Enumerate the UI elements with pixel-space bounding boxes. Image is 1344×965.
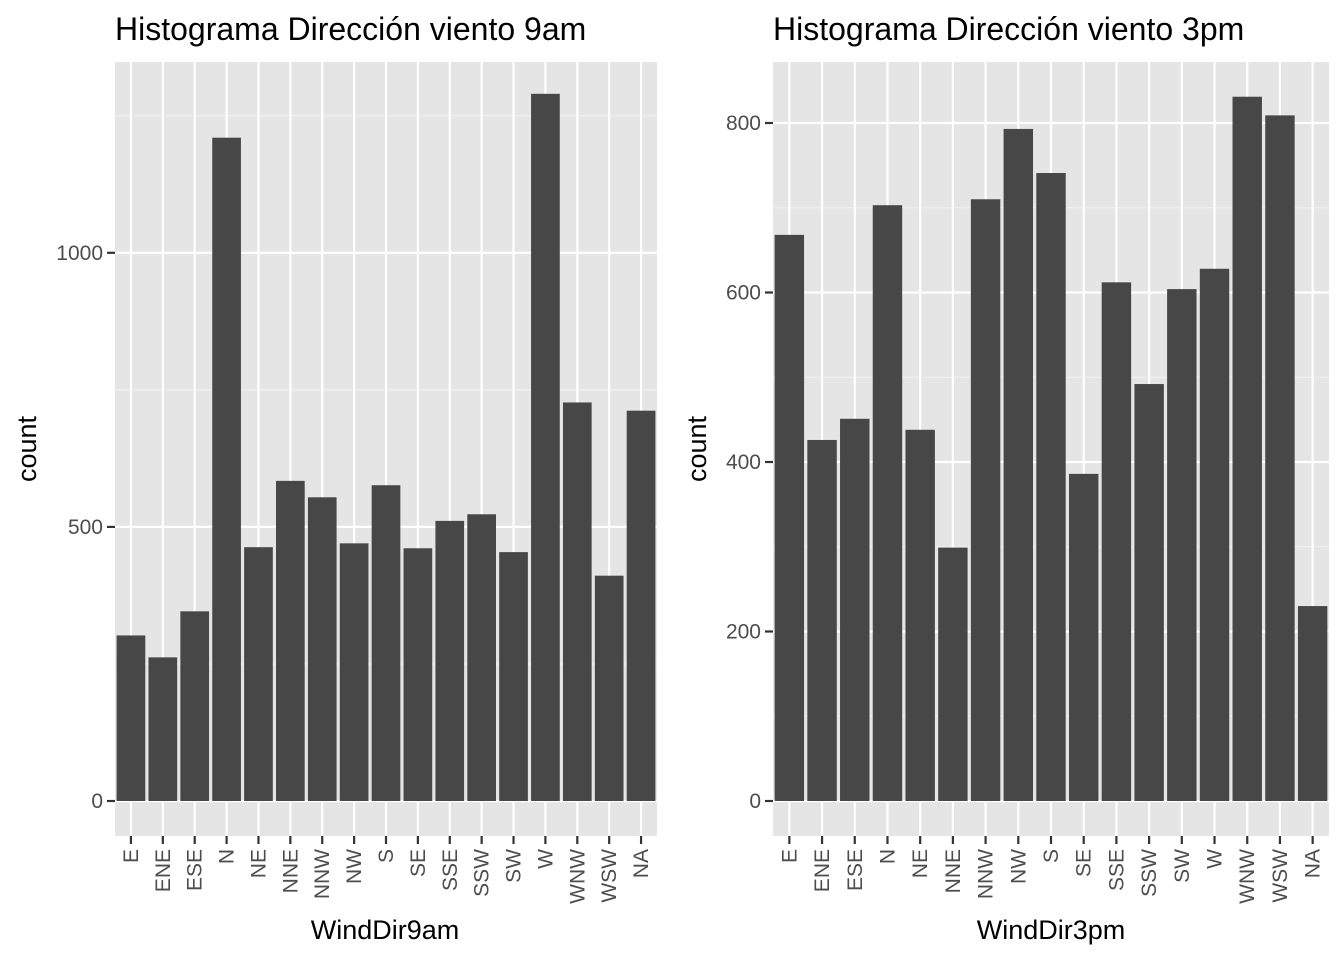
y-tick-label: 500 [68,516,103,539]
bar-nw [339,543,369,801]
bar-nw [1003,128,1034,801]
bar-wnw [1232,96,1262,802]
x-tick-label: NNE [279,849,302,893]
x-tick-label: NNE [942,849,965,893]
x-tick-label: ESE [844,849,867,891]
bar-ene [148,657,178,801]
x-tick-label: NNW [975,849,998,899]
x-tick-label: SSE [1105,849,1128,891]
bar-ne [244,547,273,801]
bar-sw [1167,289,1197,801]
bar-ene [807,439,837,801]
y-tick-label: 800 [726,112,761,135]
x-tick-label: ENE [152,849,175,892]
bar-n [872,205,903,801]
bar-nne [276,480,305,801]
chart-title: Histograma Dirección viento 9am [115,11,586,47]
bar-ese [840,418,870,801]
chart-3pm: Histograma Dirección viento 3pm WindDir3… [682,11,1329,945]
y-tick-label: 0 [749,790,761,813]
chart-9am: Histograma Dirección viento 9am WindDir9… [12,11,657,945]
bar-ssw [1134,384,1164,801]
bar-sse [1101,282,1132,802]
bar-nne [938,547,968,801]
x-tick-label: S [1040,849,1063,863]
x-tick-label: N [216,849,239,864]
x-tick-label: SSE [439,849,462,891]
bar-e [116,635,146,801]
y-tick-label: 600 [726,282,761,305]
x-tick-label: SW [1171,849,1194,883]
x-axis-title: WindDir3pm [977,915,1126,945]
x-tick-label: SW [503,849,526,883]
x-tick-label: SSW [471,849,494,897]
x-tick-label: WNW [1236,849,1259,904]
x-tick-label: N [876,849,899,864]
bar-ese [180,611,210,801]
bar-se [1068,473,1099,801]
bar-wsw [594,575,624,801]
bar-na [1297,606,1328,801]
x-tick-label: S [375,849,398,863]
x-tick-label: SSW [1138,849,1161,897]
x-tick-label: ENE [811,849,834,892]
bar-nnw [307,497,337,801]
x-tick-label: E [120,849,143,863]
bar-n [212,137,241,802]
chart-title: Histograma Dirección viento 3pm [773,11,1244,47]
bar-nnw [970,199,1001,801]
bar-s [371,485,401,801]
bar-se [403,548,433,801]
bar-wnw [562,402,592,801]
bar-e [774,234,805,801]
bar-ne [905,429,935,801]
x-tick-label: E [778,849,801,863]
x-tick-label: W [534,849,557,869]
x-tick-label: ESE [184,849,207,891]
y-tick-label: 200 [726,621,761,644]
bar-w [1199,268,1230,801]
y-tick-label: 0 [91,790,103,813]
bar-s [1036,173,1066,801]
x-tick-label: SE [407,849,430,877]
x-axis-title: WindDir9am [311,915,460,945]
bar-sw [499,552,528,801]
x-tick-label: WSW [1269,849,1292,903]
x-tick-label: SE [1073,849,1096,877]
y-axis-title: count [682,415,712,482]
y-tick-label: 1000 [56,242,103,265]
bar-wsw [1265,115,1295,801]
x-tick-label: NA [630,849,653,878]
x-tick-label: WSW [598,849,621,903]
y-tick-label: 400 [726,451,761,474]
x-tick-label: WNW [566,849,589,904]
bar-na [626,410,656,801]
x-tick-label: NW [343,849,366,884]
bar-w [531,93,560,801]
x-tick-label: NE [247,849,270,878]
x-tick-label: NE [909,849,932,878]
y-axis-title: count [12,415,42,482]
bar-sse [435,520,465,801]
x-tick-label: NW [1007,849,1030,884]
x-tick-label: W [1204,849,1227,869]
x-tick-label: NNW [311,849,334,899]
bar-ssw [467,514,496,801]
x-tick-label: NA [1302,849,1325,878]
